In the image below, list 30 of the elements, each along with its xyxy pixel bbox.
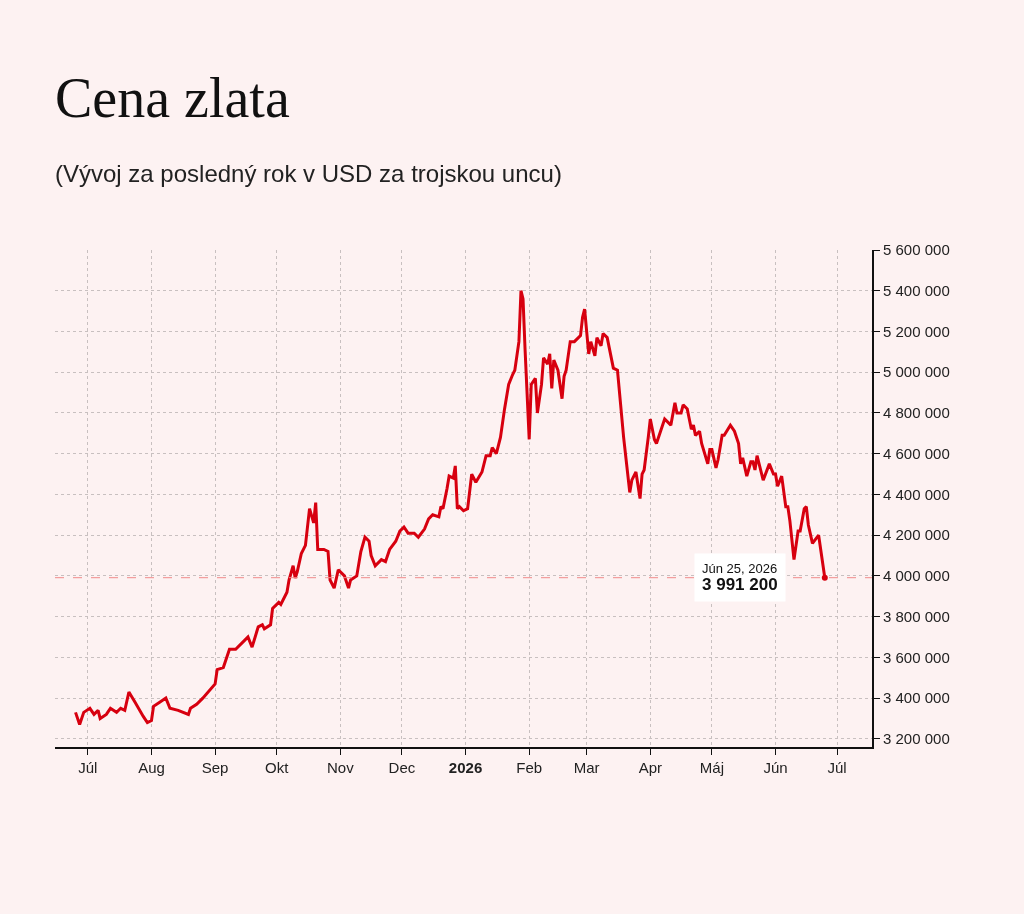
y-tick-label: 5 600 000: [883, 241, 950, 259]
x-tick-label: Máj: [699, 759, 724, 776]
x-tick-label: Nov: [326, 759, 355, 776]
y-tick-label: 5 200 000: [883, 322, 950, 340]
x-tick-label: Mar: [573, 759, 600, 776]
y-tick-label: 3 200 000: [883, 730, 950, 748]
y-tick-label: 5 400 000: [883, 281, 950, 299]
y-tick-label: 5 000 000: [883, 363, 950, 381]
x-tick-label: 2026: [448, 759, 483, 776]
x-tick-label: Jún: [763, 759, 788, 776]
line-series: [74, 289, 828, 727]
y-tick-label: 4 800 000: [883, 404, 950, 422]
x-tick-label: Júl: [827, 759, 847, 776]
chart-subtitle: (Vývoj za posledný rok v USD za trojskou uncu): [55, 160, 562, 188]
x-tick-label: Aug: [138, 759, 165, 776]
y-tick-label: 3 400 000: [883, 689, 950, 707]
chart-title: Cena zlata: [55, 66, 290, 130]
y-tick-label: 4 000 000: [883, 567, 950, 585]
x-tick-label: Apr: [638, 759, 662, 776]
x-tick-label: Sep: [201, 759, 229, 776]
x-tick-label: Júl: [78, 759, 98, 776]
x-tick-label: Feb: [516, 759, 543, 776]
x-tick-label: Dec: [388, 759, 416, 776]
y-tick-label: 4 600 000: [883, 444, 950, 462]
y-tick-label: 3 800 000: [883, 607, 950, 625]
y-tick-label: 3 600 000: [883, 648, 950, 666]
y-tick-label: 4 200 000: [883, 526, 950, 544]
annotation: Jún 25, 2026 3 991 200: [702, 561, 778, 594]
y-tick-label: 4 400 000: [883, 485, 950, 503]
x-tick-label: Okt: [265, 759, 290, 776]
